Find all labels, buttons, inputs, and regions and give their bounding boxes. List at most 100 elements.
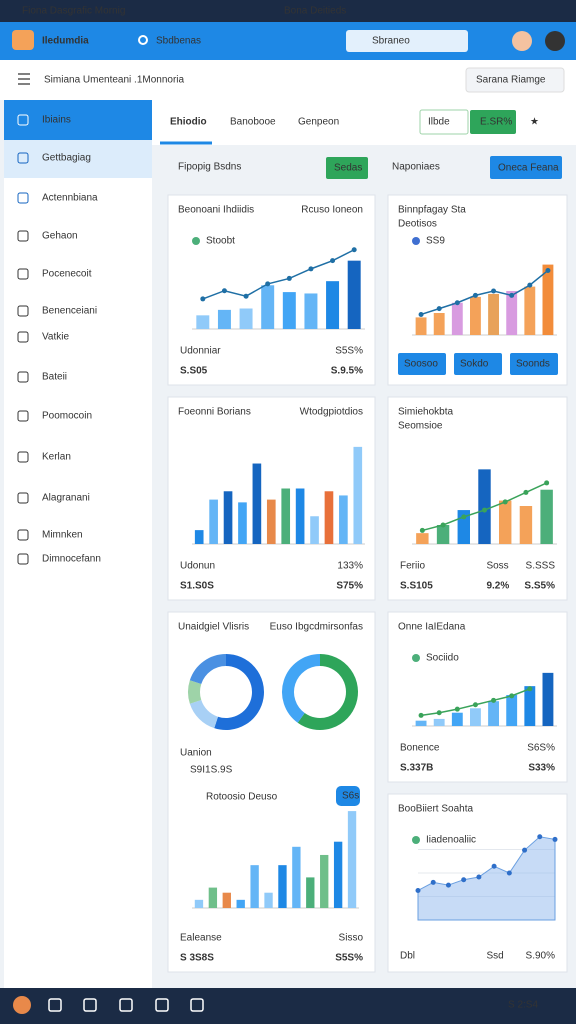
card: Binnpfagay Sta Deotisos SS9 Soosoo Sokdo Soon… [387, 194, 568, 386]
card-title: Simiehokbta [398, 407, 453, 418]
area-point [461, 877, 467, 883]
card-tag: Rcuso Ioneon [301, 205, 363, 216]
sidebar-item[interactable]: Alagranani [42, 493, 90, 504]
card-button[interactable] [510, 353, 558, 375]
sidebar-item[interactable]: Mimnken [42, 530, 83, 541]
bar [194, 530, 204, 544]
taskbar-icon[interactable] [83, 998, 97, 1012]
trend-point [200, 296, 206, 302]
trend-point [523, 489, 529, 495]
bar [353, 446, 363, 544]
trend-point [491, 288, 497, 294]
toolbar-button[interactable] [470, 110, 516, 134]
bar [451, 302, 463, 335]
bar [208, 887, 218, 908]
card-button[interactable] [454, 353, 502, 375]
trend-line [202, 249, 355, 300]
footer-text: Udonun [180, 561, 215, 572]
section-button[interactable] [490, 156, 562, 179]
bar [282, 292, 296, 329]
trend-point [544, 480, 550, 486]
taskbar-icon[interactable] [155, 998, 169, 1012]
footer-text: S.S5% [524, 581, 555, 592]
footer-text: S5S% [335, 346, 363, 357]
sidebar-icon [17, 230, 29, 242]
title-bar [0, 0, 576, 22]
trend-line [420, 269, 549, 316]
toolbar-button[interactable] [419, 109, 469, 135]
sidebar-icon [17, 192, 29, 204]
sidebar-item[interactable]: Dimnocefann [42, 554, 101, 565]
sidebar-item[interactable]: Poomocoin [42, 411, 92, 422]
footer-text: S.9.5% [331, 366, 363, 377]
search-box[interactable] [346, 30, 468, 52]
bar [347, 811, 357, 908]
sidebar-item[interactable]: Kerlan [42, 452, 71, 463]
bar [436, 525, 450, 544]
trend-point [419, 527, 425, 533]
trend-point [330, 258, 336, 264]
sidebar [4, 100, 152, 988]
donut-segment [214, 654, 264, 730]
section-badge[interactable] [326, 157, 368, 179]
sidebar-icon [17, 305, 29, 317]
sidebar-item[interactable]: Benenceiani [42, 306, 97, 317]
legend-dot [412, 836, 420, 844]
logo [12, 30, 34, 50]
trend-point [440, 522, 446, 528]
card: Foeonni Borians Wtodgpiotdios Udonun 133% S1… [167, 396, 376, 601]
sidebar-item[interactable]: Bateii [42, 372, 67, 383]
sidebar-item[interactable]: Ibiains [42, 115, 71, 126]
card-bg [387, 396, 568, 601]
bar [416, 533, 429, 544]
bar [306, 877, 315, 908]
area-point [552, 836, 558, 842]
bar [524, 286, 536, 335]
bar [451, 712, 463, 726]
card-button-label: Sokdo [460, 359, 489, 370]
footer-text: S.337B [400, 763, 433, 774]
bar [278, 865, 287, 908]
donut-segment [189, 654, 227, 685]
taskbar-icon[interactable] [119, 998, 133, 1012]
trend-point [436, 710, 442, 716]
trend-point [418, 311, 424, 317]
legend-label: Sociido [426, 653, 459, 664]
card-title: Onne IaIEdana [398, 622, 466, 633]
card-button[interactable] [398, 353, 446, 375]
trend-point [308, 266, 314, 272]
bar [310, 516, 319, 544]
bar [238, 502, 247, 544]
avatar[interactable] [545, 31, 565, 51]
tab[interactable]: Genpeon [298, 117, 339, 128]
footer-text: 9.2% [486, 581, 509, 592]
bar [542, 264, 554, 335]
action-button[interactable] [465, 67, 565, 93]
action-label: Sarana Riamge [476, 75, 546, 86]
trend-point [454, 300, 460, 306]
caption: Uanion [180, 748, 212, 759]
tab[interactable]: Ehiodio [170, 117, 207, 128]
taskbar-icon[interactable] [190, 998, 204, 1012]
sidebar-item[interactable]: Gehaon [42, 231, 78, 242]
legend-dot [412, 237, 420, 245]
footer-text: S75% [336, 581, 363, 592]
bar [347, 260, 361, 329]
bar [470, 708, 481, 726]
start-button[interactable] [13, 996, 31, 1014]
tab[interactable]: Banobooe [230, 117, 276, 128]
card: Onne IaIEdana Sociido Bonence S6S% S.337B S33… [387, 611, 568, 783]
sidebar-item[interactable]: Actennbiana [42, 193, 98, 204]
sidebar-item[interactable]: Pocenecoit [42, 269, 92, 280]
sidebar-item[interactable]: Vatkie [42, 332, 69, 343]
taskbar-icon[interactable] [48, 998, 62, 1012]
card-button-label: Soonds [516, 359, 550, 370]
sidebar-item[interactable]: Gettbagiag [42, 153, 91, 164]
bar [304, 293, 318, 329]
star-icon: ★ [530, 117, 539, 128]
bar [236, 899, 245, 908]
bar [415, 720, 427, 726]
avatar[interactable] [512, 31, 532, 51]
area-point [537, 834, 543, 840]
